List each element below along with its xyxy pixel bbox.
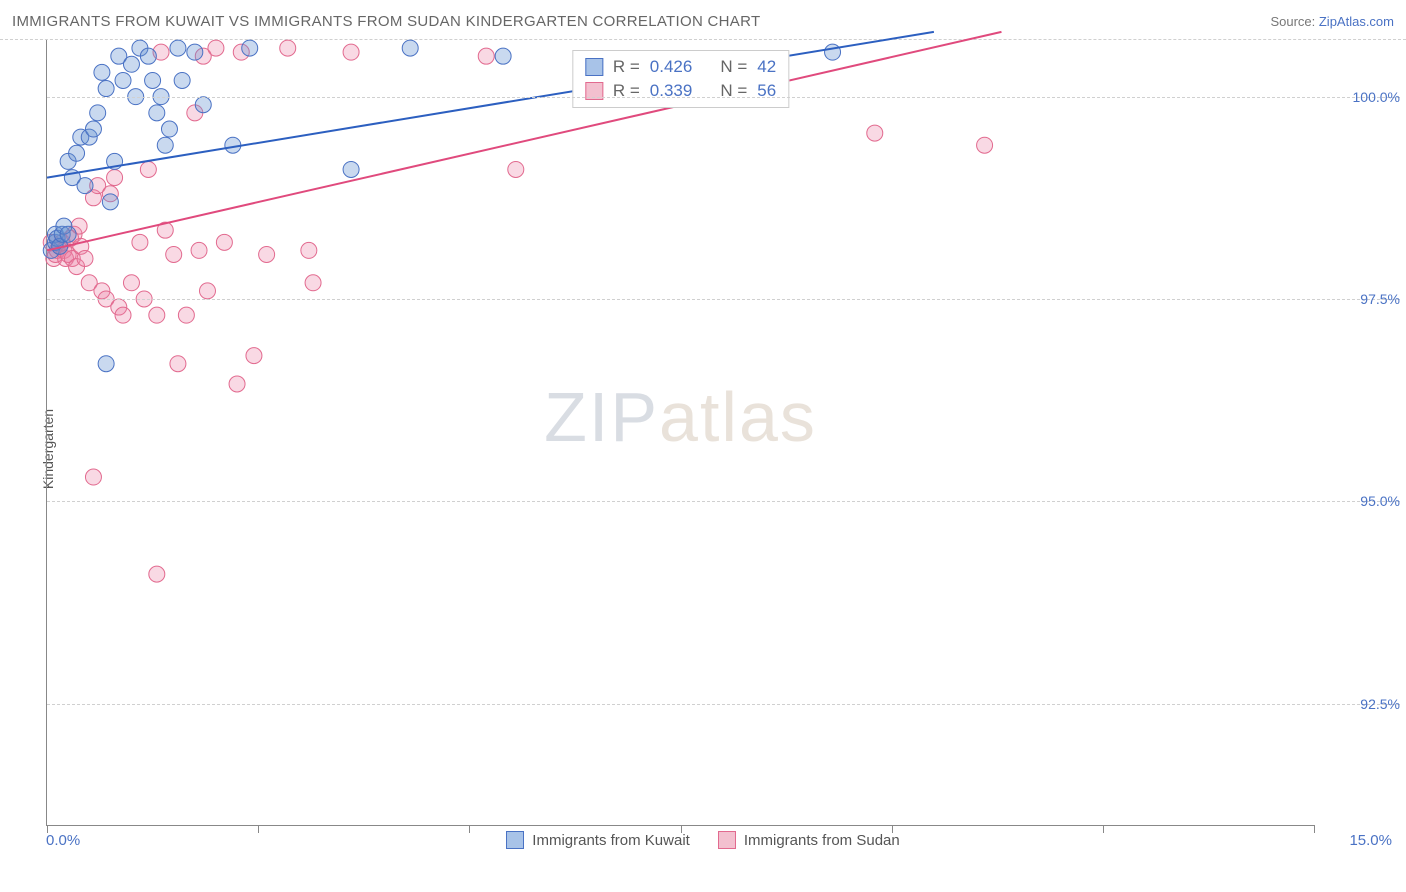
source-link[interactable]: ZipAtlas.com (1319, 14, 1394, 29)
data-point (195, 97, 211, 113)
x-axis-min-label: 0.0% (46, 832, 80, 849)
n-value-kuwait: 42 (757, 57, 776, 77)
data-point (77, 178, 93, 194)
legend-swatch-sudan-icon (718, 831, 736, 849)
data-point (280, 40, 296, 56)
data-point (157, 137, 173, 153)
data-point (178, 307, 194, 323)
data-point (123, 56, 139, 72)
data-point (259, 246, 275, 262)
y-tick-label: 100.0% (1320, 89, 1400, 105)
x-axis-max-label: 15.0% (1349, 832, 1392, 849)
gridline (47, 501, 1400, 502)
data-point (867, 125, 883, 141)
data-point (98, 81, 114, 97)
gridline (47, 299, 1400, 300)
chart-area: Kindergarten ZIPatlas R = 0.426 N = 42 R… (0, 40, 1406, 858)
data-point (149, 105, 165, 121)
data-point (132, 234, 148, 250)
statistics-legend: R = 0.426 N = 42 R = 0.339 N = 56 (572, 50, 789, 108)
data-point (301, 242, 317, 258)
legend-swatch-kuwait (585, 58, 603, 76)
data-point (246, 348, 262, 364)
gridline (47, 97, 1400, 98)
data-point (825, 44, 841, 60)
y-tick-label: 95.0% (1320, 493, 1400, 509)
source-prefix: Source: (1270, 14, 1318, 29)
data-point (115, 72, 131, 88)
data-point (191, 242, 207, 258)
data-point (85, 121, 101, 137)
data-point (90, 105, 106, 121)
data-point (402, 40, 418, 56)
data-point (216, 234, 232, 250)
data-point (140, 161, 156, 177)
chart-header: IMMIGRANTS FROM KUWAIT VS IMMIGRANTS FRO… (0, 0, 1406, 40)
data-point (242, 40, 258, 56)
r-value-kuwait: 0.426 (650, 57, 693, 77)
data-point (208, 40, 224, 56)
trend-line (47, 32, 1001, 251)
legend-label-kuwait: Immigrants from Kuwait (532, 832, 690, 849)
bottom-legend: 0.0% Immigrants from Kuwait Immigrants f… (0, 826, 1406, 854)
data-point (69, 145, 85, 161)
data-point (149, 307, 165, 323)
stat-row-kuwait: R = 0.426 N = 42 (581, 55, 780, 79)
data-point (149, 566, 165, 582)
legend-item-sudan: Immigrants from Sudan (718, 831, 900, 849)
data-point (145, 72, 161, 88)
data-point (170, 40, 186, 56)
data-point (977, 137, 993, 153)
legend-label-sudan: Immigrants from Sudan (744, 832, 900, 849)
chart-title: IMMIGRANTS FROM KUWAIT VS IMMIGRANTS FRO… (12, 13, 760, 30)
data-point (305, 275, 321, 291)
data-point (161, 121, 177, 137)
data-point (170, 356, 186, 372)
n-label: N = (720, 57, 747, 77)
data-point (343, 161, 359, 177)
data-point (115, 307, 131, 323)
plot-region: ZIPatlas R = 0.426 N = 42 R = 0.339 N = … (46, 40, 1314, 826)
plot-svg (47, 40, 1314, 825)
data-point (187, 44, 203, 60)
data-point (123, 275, 139, 291)
data-point (199, 283, 215, 299)
data-point (85, 469, 101, 485)
data-point (174, 72, 190, 88)
r-value-sudan: 0.339 (650, 81, 693, 101)
n-label: N = (720, 81, 747, 101)
data-point (102, 194, 118, 210)
data-point (343, 44, 359, 60)
data-point (495, 48, 511, 64)
n-value-sudan: 56 (757, 81, 776, 101)
data-point (508, 161, 524, 177)
data-point (60, 226, 76, 242)
data-point (94, 64, 110, 80)
y-tick-label: 97.5% (1320, 291, 1400, 307)
data-point (229, 376, 245, 392)
legend-swatch-kuwait-icon (506, 831, 524, 849)
data-point (98, 356, 114, 372)
data-point (140, 48, 156, 64)
r-label: R = (613, 81, 640, 101)
data-point (166, 246, 182, 262)
data-point (478, 48, 494, 64)
legend-item-kuwait: Immigrants from Kuwait (506, 831, 690, 849)
gridline (47, 704, 1400, 705)
y-tick-label: 92.5% (1320, 696, 1400, 712)
data-point (77, 251, 93, 267)
data-point (107, 170, 123, 186)
source-attribution: Source: ZipAtlas.com (1270, 14, 1394, 29)
r-label: R = (613, 57, 640, 77)
stat-row-sudan: R = 0.339 N = 56 (581, 79, 780, 103)
